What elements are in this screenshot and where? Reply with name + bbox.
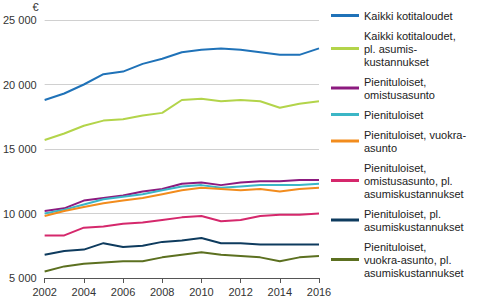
svg-text:10 000: 10 000 [3,208,37,220]
svg-text:omistusasunto: omistusasunto [364,89,435,101]
svg-text:25 000: 25 000 [3,14,37,26]
svg-text:2002: 2002 [32,286,56,298]
svg-text:2004: 2004 [72,286,96,298]
svg-text:5 000: 5 000 [9,272,37,284]
svg-text:Pienituloiset,: Pienituloiset, [364,162,426,174]
svg-text:Pienituloiset,: Pienituloiset, [364,76,426,88]
svg-text:pl. asumis-: pl. asumis- [364,43,418,55]
svg-text:20 000: 20 000 [3,79,37,91]
svg-text:2016: 2016 [307,286,331,298]
svg-text:Pienituloiset: Pienituloiset [364,109,423,121]
svg-text:vuokra-asunto, pl.: vuokra-asunto, pl. [364,254,451,266]
svg-text:Pienituloiset, pl.: Pienituloiset, pl. [364,208,441,220]
svg-text:asunto: asunto [364,142,397,154]
svg-text:€: € [33,1,39,13]
svg-text:asumiskustannukset: asumiskustannukset [364,221,464,233]
svg-text:2014: 2014 [268,286,292,298]
svg-text:kustannukset: kustannukset [364,56,429,68]
svg-text:asumiskustannukset: asumiskustannukset [364,267,464,279]
svg-text:Pienituloiset, vuokra-: Pienituloiset, vuokra- [364,129,466,141]
svg-text:2010: 2010 [189,286,213,298]
svg-text:15 000: 15 000 [3,143,37,155]
svg-text:Kaikki kotitaloudet,: Kaikki kotitaloudet, [364,30,456,42]
svg-text:2008: 2008 [150,286,174,298]
svg-text:2012: 2012 [228,286,252,298]
svg-text:Kaikki kotitaloudet: Kaikki kotitaloudet [364,10,453,22]
svg-text:2006: 2006 [111,286,135,298]
svg-text:Pienituloiset,: Pienituloiset, [364,241,426,253]
svg-text:omistusasunto, pl.: omistusasunto, pl. [364,175,453,187]
svg-text:asumiskustannukset: asumiskustannukset [364,188,464,200]
